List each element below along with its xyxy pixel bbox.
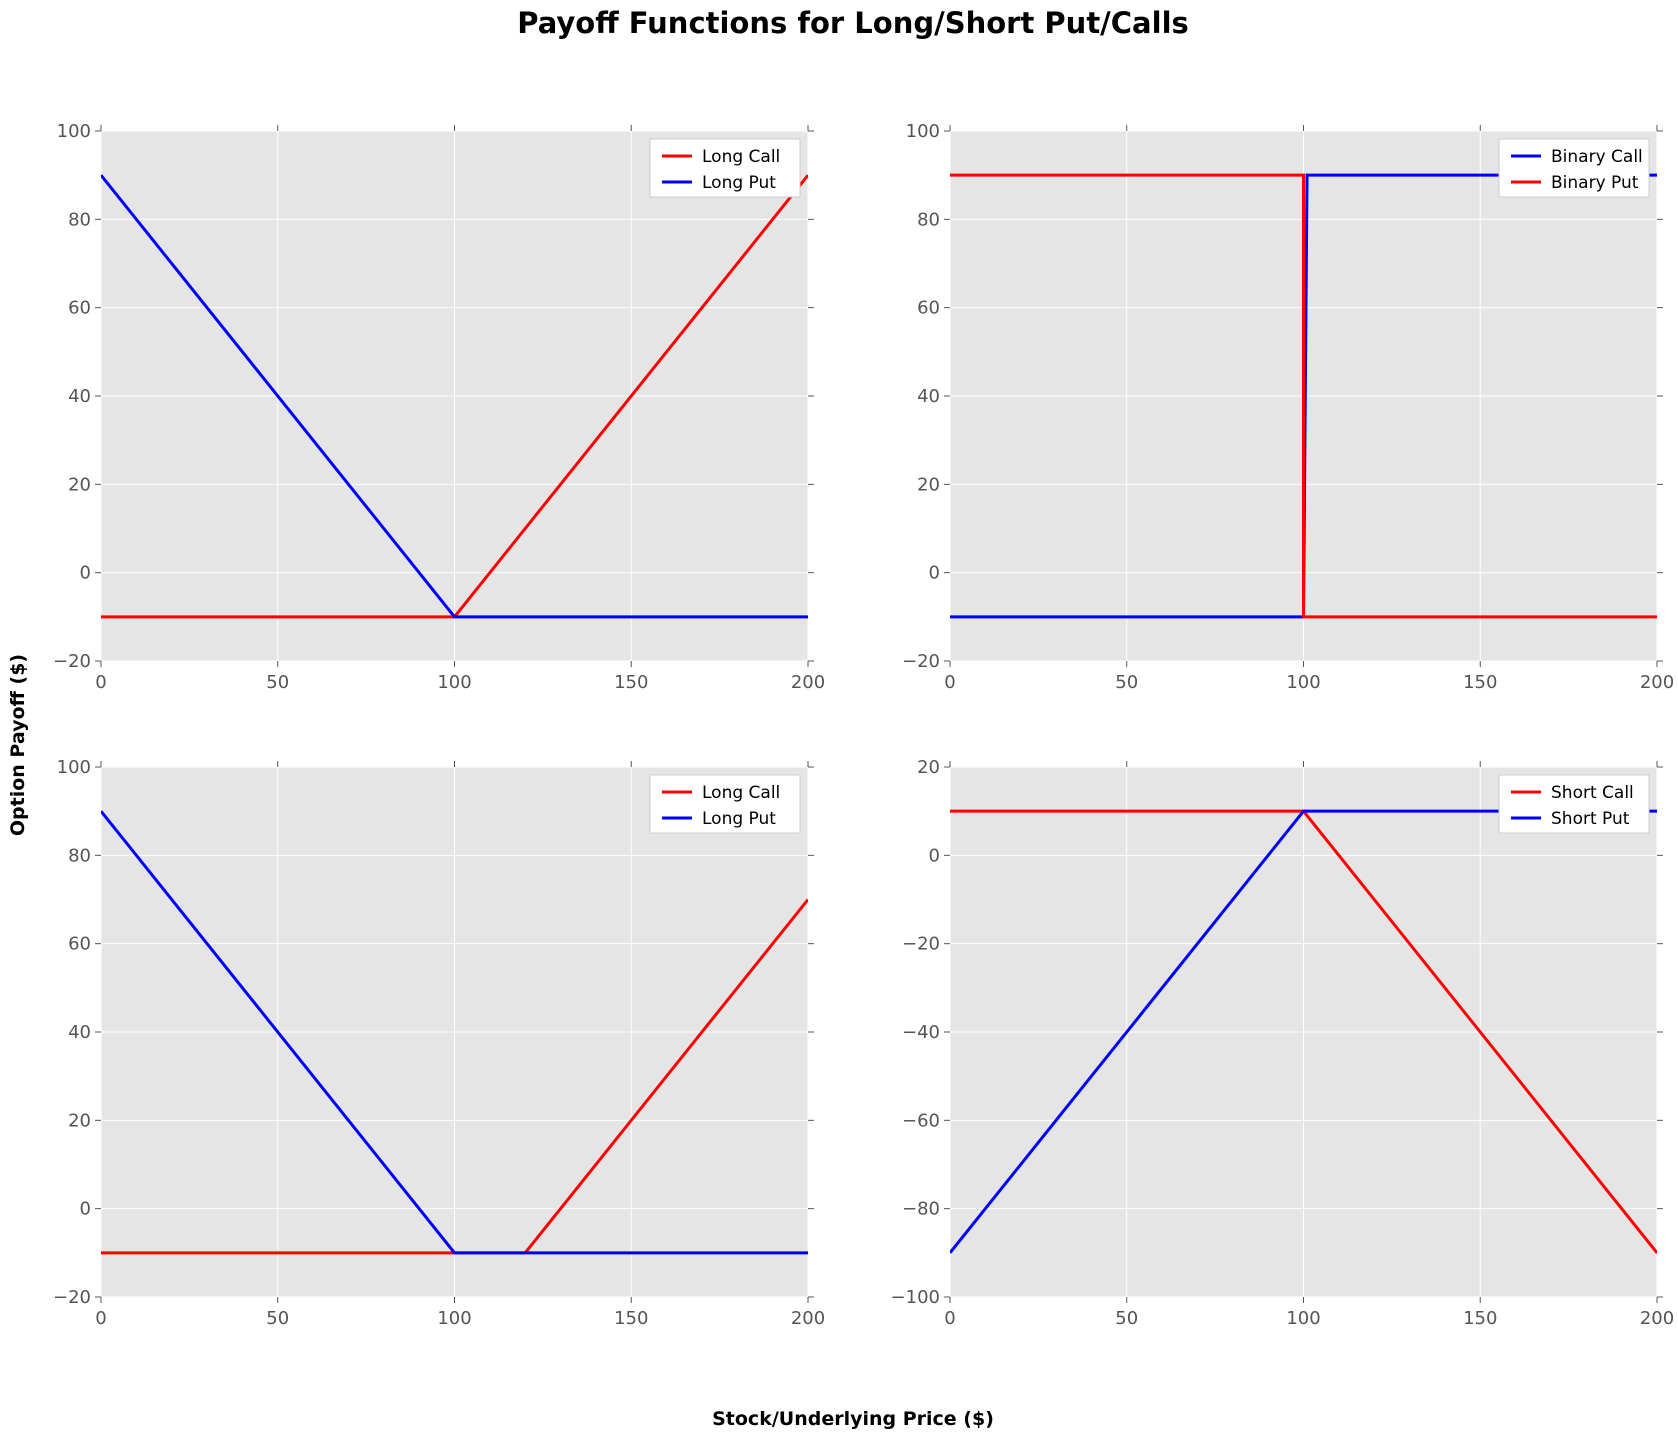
legend-box	[1498, 774, 1650, 834]
legend-box	[649, 138, 801, 198]
y-tick-label: 80	[68, 845, 91, 866]
legend-label: Short Call	[1551, 783, 1634, 803]
x-tick-label: 200	[1640, 1308, 1674, 1329]
x-tick-label: 50	[1115, 672, 1138, 693]
legend-label: Binary Call	[1551, 147, 1643, 167]
y-tick-label: 20	[917, 474, 940, 495]
series-line-binary-call	[950, 173, 1657, 619]
y-tick-label: 60	[917, 298, 940, 319]
x-tick-label: 0	[95, 1308, 106, 1329]
y-tick-label: −20	[902, 934, 940, 955]
figure-ylabel: Option Payoff ($)	[7, 654, 29, 836]
y-tick-label: −80	[902, 1199, 940, 1220]
y-tick-label: 40	[68, 386, 91, 407]
legend: Short Call Short Put	[1498, 774, 1650, 834]
legend-label: Long Call	[702, 783, 780, 803]
y-tick-label: 0	[929, 563, 940, 584]
y-tick-label: 20	[68, 1110, 91, 1131]
subplot-bottom-right: 0 50 100 150 200 −100 −80 −60 −40 −20 0 20 Short Cal…	[891, 757, 1675, 1329]
x-tick-label: 0	[944, 1308, 955, 1329]
legend-box	[1498, 138, 1650, 198]
x-tick-label: 50	[266, 1308, 289, 1329]
legend: Long Call Long Put	[649, 774, 801, 834]
x-tick-label: 200	[791, 1308, 825, 1329]
y-tick-label: 100	[906, 121, 940, 142]
x-tick-label: 150	[614, 672, 648, 693]
y-tick-label: 80	[68, 209, 91, 230]
series-line-long-put	[101, 174, 808, 619]
y-tick-label: −40	[902, 1022, 940, 1043]
y-tick-label: −20	[53, 1287, 91, 1308]
legend-label: Binary Put	[1551, 173, 1639, 193]
x-tick-label: 0	[944, 672, 955, 693]
y-tick-label: 0	[80, 563, 91, 584]
y-tick-label: 60	[68, 298, 91, 319]
legend: Long Call Long Put	[649, 138, 801, 198]
y-tick-label: −20	[902, 651, 940, 672]
x-tick-label: 50	[266, 672, 289, 693]
y-tick-label: −100	[891, 1287, 940, 1308]
y-tick-label: 80	[917, 209, 940, 230]
x-tick-label: 150	[1463, 1308, 1497, 1329]
legend-label: Short Put	[1551, 809, 1630, 829]
legend-label: Long Put	[702, 809, 776, 829]
y-tick-label: −20	[53, 651, 91, 672]
figure-title: Payoff Functions for Long/Short Put/Call…	[517, 6, 1189, 40]
x-tick-label: 100	[1286, 1308, 1320, 1329]
y-tick-label: 40	[68, 1022, 91, 1043]
y-tick-label: 20	[68, 474, 91, 495]
x-tick-label: 100	[1286, 672, 1320, 693]
x-tick-label: 150	[1463, 672, 1497, 693]
y-tick-label: 20	[917, 757, 940, 778]
x-tick-label: 200	[1640, 672, 1674, 693]
figure-xlabel: Stock/Underlying Price ($)	[712, 1408, 994, 1430]
x-tick-label: 100	[437, 672, 471, 693]
legend-label: Long Put	[702, 173, 776, 193]
x-tick-label: 100	[437, 1308, 471, 1329]
legend-box	[649, 774, 801, 834]
legend-label: Long Call	[702, 147, 780, 167]
series-line-long-put	[101, 810, 808, 1255]
y-tick-label: 0	[80, 1199, 91, 1220]
x-tick-label: 150	[614, 1308, 648, 1329]
legend: Binary Call Binary Put	[1498, 138, 1650, 198]
y-tick-label: −60	[902, 1110, 940, 1131]
y-tick-label: 0	[929, 845, 940, 866]
y-tick-label: 100	[57, 757, 91, 778]
x-tick-label: 0	[95, 672, 106, 693]
y-tick-label: 40	[917, 386, 940, 407]
y-tick-label: 100	[57, 121, 91, 142]
y-tick-label: 60	[68, 934, 91, 955]
series-line-binary-put	[950, 173, 1657, 619]
x-tick-label: 50	[1115, 1308, 1138, 1329]
x-tick-label: 200	[791, 672, 825, 693]
